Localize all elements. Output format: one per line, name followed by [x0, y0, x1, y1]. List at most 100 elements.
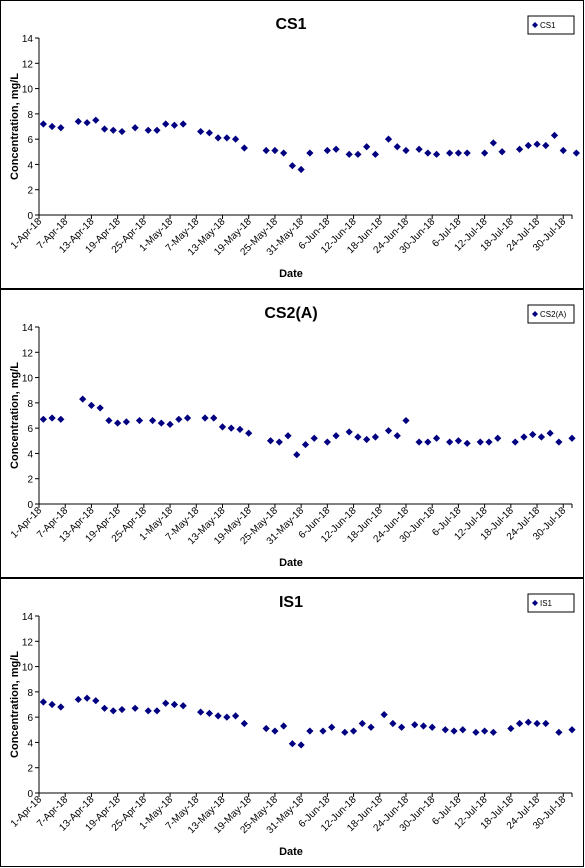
data-point [459, 726, 467, 734]
chart-panel-is1: IS1 0 2 4 6 8 10 12 14 1-Apr-18 7-Apr-18 13-Apr-18 1… [0, 578, 584, 867]
data-point [201, 414, 209, 422]
data-point [454, 149, 463, 157]
data-point [197, 127, 205, 136]
data-point [74, 117, 82, 126]
data-point [328, 723, 336, 731]
data-point [393, 432, 401, 440]
data-point [153, 707, 161, 715]
data-point [87, 401, 96, 409]
y-tick-label: 12 [22, 637, 34, 648]
legend: CS2(A) [527, 304, 575, 324]
y-axis-label: Concentration, mg/L [9, 73, 21, 180]
chart-panel-cs1: CS1 0 2 4 6 8 10 12 14 1-Apr-18 7-Apr-18 13-Apr-18 1… [0, 0, 584, 289]
y-tick-label: 4 [27, 449, 33, 460]
data-point [170, 121, 179, 129]
data-point [515, 719, 524, 728]
data-point [524, 141, 532, 150]
data-point [223, 713, 231, 721]
data-point [175, 415, 183, 423]
y-tick-label: 10 [22, 663, 34, 674]
y-tick-label: 2 [27, 475, 33, 486]
legend: IS1 [527, 593, 575, 613]
data-point [555, 728, 563, 736]
y-tick-label: 8 [27, 688, 33, 699]
data-point [205, 129, 213, 137]
legend-label: CS1 [540, 21, 556, 30]
data-point [223, 134, 231, 142]
legend-marker [532, 311, 538, 317]
data-point [555, 438, 563, 446]
data-point [371, 150, 380, 158]
data-point [450, 727, 458, 735]
data-point [424, 149, 432, 157]
data-point [498, 148, 506, 156]
data-point [323, 438, 331, 446]
data-point [419, 722, 428, 730]
chart-is1: IS1024681012141-Apr-187-Apr-1813-Apr-181… [9, 593, 576, 858]
data-point [284, 432, 292, 440]
data-point [262, 146, 270, 155]
data-point [559, 146, 567, 155]
y-tick-label: 14 [22, 612, 34, 623]
data-point [415, 438, 423, 446]
data-point [131, 704, 139, 712]
legend-label: IS1 [540, 599, 553, 608]
data-point [358, 719, 366, 728]
chart-title: IS1 [279, 594, 303, 611]
y-tick-label: 2 [27, 764, 33, 775]
data-point [489, 728, 497, 736]
data-point [197, 708, 205, 716]
data-point [472, 728, 480, 736]
data-point [100, 125, 109, 133]
data-point [135, 416, 144, 425]
legend-label: CS2(A) [540, 310, 567, 319]
y-axis-label: Concentration, mg/L [9, 651, 21, 758]
data-point [306, 149, 314, 157]
data-point [297, 741, 305, 749]
data-point [118, 127, 126, 136]
data-point [354, 433, 362, 441]
data-point [288, 740, 296, 748]
data-point [240, 144, 248, 152]
data-point [550, 131, 559, 139]
data-point [218, 423, 227, 431]
data-point [205, 709, 213, 717]
x-axis-label: Date [279, 268, 303, 280]
data-point [157, 419, 165, 427]
data-point [83, 694, 91, 702]
legend: CS1 [527, 15, 575, 35]
data-point [476, 438, 484, 446]
data-point [323, 146, 331, 155]
data-point [572, 149, 580, 157]
y-axis-label: Concentration, mg/L [9, 362, 21, 469]
data-point [380, 711, 388, 719]
data-point [494, 434, 502, 442]
data-point [441, 726, 449, 734]
data-point [306, 727, 314, 735]
data-point [415, 145, 423, 153]
data-point [293, 451, 301, 459]
data-point [144, 126, 152, 134]
data-point [389, 719, 397, 728]
chart-cs2a: CS2(A)024681012141-Apr-187-Apr-1813-Apr-… [9, 304, 576, 569]
x-axis-label: Date [279, 557, 303, 569]
chart-panel-cs2a: CS2(A) 0 2 4 6 8 10 12 14 1-Apr-18 7-Apr-18 13-Apr-… [0, 289, 584, 578]
data-point [39, 698, 47, 706]
data-point [153, 126, 161, 134]
y-tick-label: 4 [27, 738, 33, 749]
data-point [349, 727, 358, 735]
data-point [424, 438, 432, 446]
y-tick-label: 12 [22, 348, 34, 359]
data-point [210, 414, 218, 422]
data-point [83, 119, 91, 127]
y-tick-label: 6 [27, 135, 33, 146]
data-point [481, 727, 489, 735]
legend-box [527, 593, 575, 613]
data-point [398, 723, 406, 731]
data-point [74, 695, 82, 704]
data-point [542, 141, 550, 150]
legend-marker [532, 600, 538, 606]
y-tick-label: 10 [22, 85, 34, 96]
data-point [533, 719, 541, 728]
